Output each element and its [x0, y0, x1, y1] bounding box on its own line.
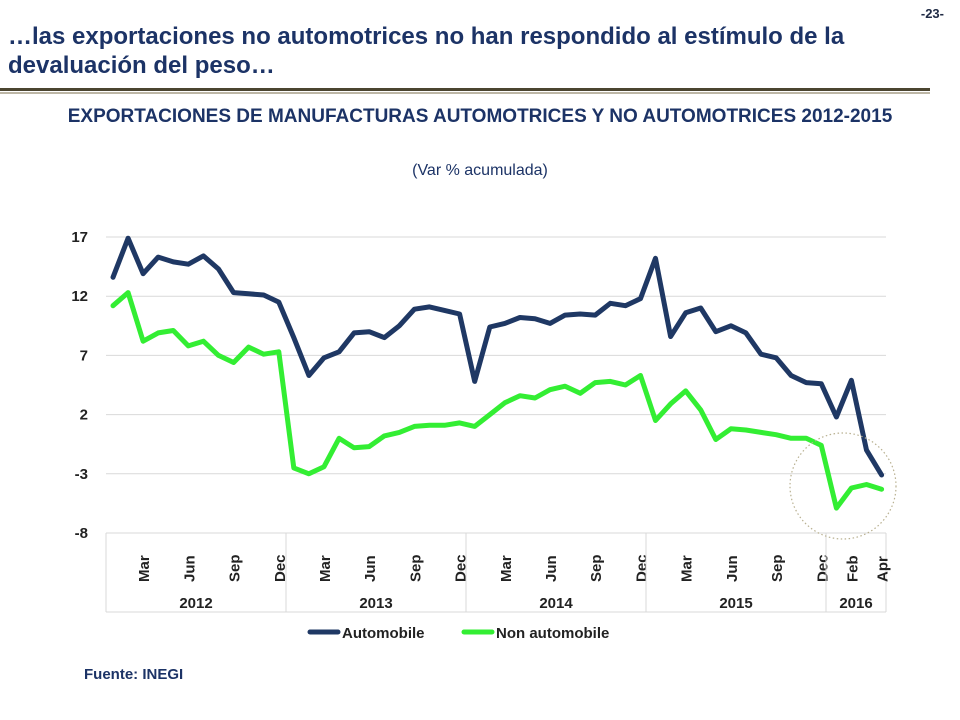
x-tick-label: Jun — [362, 555, 379, 582]
x-tick-label: Jun — [724, 555, 741, 582]
legend-label-automobile: Automobile — [342, 625, 425, 642]
x-tick-label: Apr — [875, 556, 892, 582]
highlight-circle — [789, 432, 897, 540]
x-tick-label: Jun — [181, 555, 198, 582]
y-tick-label: 12 — [71, 288, 88, 305]
y-tick-label: 2 — [80, 407, 88, 424]
gridlines — [106, 236, 886, 534]
x-tick-label: Dec — [814, 554, 831, 582]
year-label: 2012 — [179, 595, 212, 612]
x-tick-label: Dec — [272, 554, 289, 582]
y-tick-label: -3 — [75, 466, 88, 483]
x-axis: Mar Jun Sep Dec Mar Jun Sep Dec Mar Jun Sep Dec Mar J… — [105, 533, 892, 613]
x-tick-label: Jun — [543, 555, 560, 582]
y-tick-label: 17 — [71, 229, 88, 246]
x-tick-label: Sep — [407, 554, 424, 582]
series-lines — [110, 235, 885, 511]
y-tick-label: 7 — [80, 347, 88, 364]
source-note: Fuente: INEGI — [84, 666, 184, 683]
x-tick-label: Dec — [453, 554, 470, 582]
year-label: 2014 — [539, 595, 573, 612]
legend: Automobile Non automobile — [307, 625, 609, 642]
x-tick-label: Mar — [317, 555, 334, 582]
legend-label-non-automobile: Non automobile — [496, 625, 609, 642]
y-tick-label: -8 — [75, 525, 88, 542]
series-line-non-automobile — [110, 290, 885, 511]
x-tick-label: Mar — [679, 555, 696, 582]
x-tick-label: Mar — [136, 555, 153, 582]
x-tick-label: Feb — [844, 555, 861, 582]
page-number: -23- — [920, 6, 944, 21]
chart-title: EXPORTACIONES DE MANUFACTURAS AUTOMOTRIC… — [67, 106, 893, 127]
y-axis: 17 12 7 2 -3 -8 — [71, 229, 88, 542]
series-line-automobile — [110, 235, 885, 478]
year-label: 2016 — [839, 595, 872, 612]
header-rule-shadow — [0, 92, 930, 94]
year-label: 2015 — [719, 595, 752, 612]
header-rule — [0, 88, 930, 91]
highlight-annotation — [789, 432, 897, 540]
x-tick-label: Sep — [769, 554, 786, 582]
x-tick-label: Mar — [498, 555, 515, 582]
year-label: 2013 — [359, 595, 392, 612]
x-tick-label: Sep — [227, 554, 244, 582]
chart-subtitle: (Var % acumulada) — [412, 162, 548, 179]
x-tick-label: Dec — [633, 554, 650, 582]
slide-headline: …las exportaciones no automotrices no ha… — [8, 23, 845, 79]
x-tick-label: Sep — [588, 554, 605, 582]
